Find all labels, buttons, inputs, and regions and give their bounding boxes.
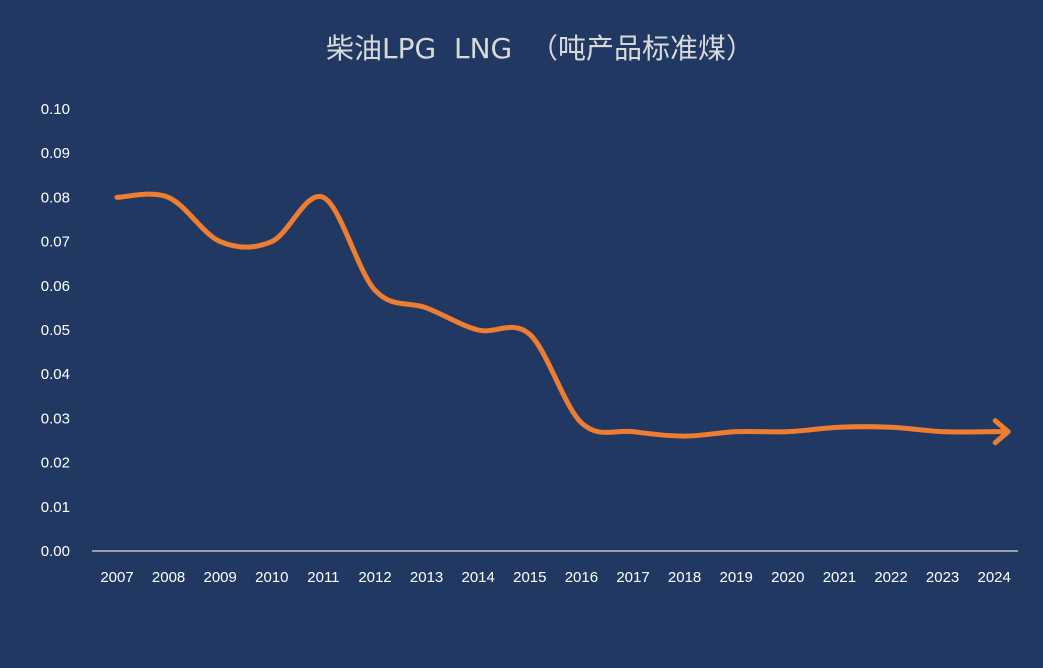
x-tick-label: 2016 [565, 569, 598, 586]
series-line [114, 191, 997, 439]
y-tick-label: 0.04 [41, 366, 70, 383]
x-tick-label: 2021 [823, 569, 856, 586]
y-tick-label: 0.01 [41, 499, 70, 516]
x-tick-label: 2010 [255, 569, 288, 586]
line-end-arrow [991, 418, 1011, 446]
x-tick-label: 2022 [874, 569, 907, 586]
y-tick-label: 0.10 [41, 101, 70, 118]
y-tick-label: 0.02 [41, 455, 70, 472]
y-tick-label: 0.08 [41, 189, 70, 206]
x-tick-label: 2015 [513, 569, 546, 586]
x-tick-label: 2017 [616, 569, 649, 586]
x-tick-label: 2024 [978, 569, 1011, 586]
y-tick-label: 0.00 [41, 543, 70, 560]
x-tick-label: 2007 [100, 569, 133, 586]
chart-title: 柴油LPG LNG （吨产品标准煤） [326, 32, 754, 65]
x-tick-label: 2008 [152, 569, 185, 586]
x-tick-label: 2020 [771, 569, 804, 586]
x-tick-label: 2014 [462, 569, 495, 586]
y-tick-label: 0.03 [41, 410, 70, 427]
y-tick-label: 0.06 [41, 278, 70, 295]
x-tick-label: 2018 [668, 569, 701, 586]
x-tick-label: 2023 [926, 569, 959, 586]
x-tick-label: 2019 [720, 569, 753, 586]
y-tick-label: 0.09 [41, 145, 70, 162]
x-tick-label: 2012 [358, 569, 391, 586]
y-tick-label: 0.07 [41, 234, 70, 251]
x-axis-ticks: 2007 2008 2009 2010 2011 2012 2013 2014 2015 2016… [100, 569, 1011, 586]
y-tick-label: 0.05 [41, 322, 70, 339]
x-tick-label: 2013 [410, 569, 443, 586]
x-tick-label: 2009 [204, 569, 237, 586]
y-axis-ticks: 0.00 0.01 0.02 0.03 0.04 0.05 0.06 0.07 0.08 0.09… [41, 101, 70, 560]
x-tick-label: 2011 [307, 569, 339, 586]
